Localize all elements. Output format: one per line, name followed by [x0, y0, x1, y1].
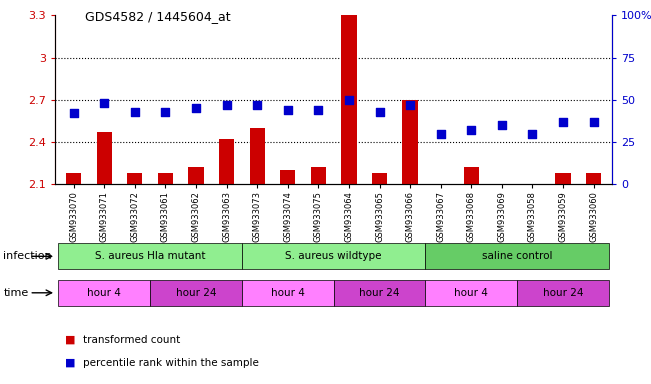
- Point: [466, 127, 477, 133]
- Point: [130, 109, 140, 115]
- Bar: [517, 280, 609, 306]
- Text: hour 24: hour 24: [176, 288, 216, 298]
- Text: ■: ■: [65, 335, 76, 345]
- Bar: [127, 173, 143, 184]
- Bar: [96, 132, 112, 184]
- Text: time: time: [3, 288, 29, 298]
- Bar: [341, 15, 357, 184]
- Bar: [372, 173, 387, 184]
- Text: infection: infection: [3, 251, 52, 262]
- Bar: [402, 100, 418, 184]
- Bar: [242, 280, 333, 306]
- Bar: [586, 173, 602, 184]
- Bar: [219, 139, 234, 184]
- Text: ■: ■: [65, 358, 76, 368]
- Bar: [311, 167, 326, 184]
- Point: [99, 100, 109, 106]
- Bar: [158, 173, 173, 184]
- Bar: [242, 243, 425, 269]
- Text: GDS4582 / 1445604_at: GDS4582 / 1445604_at: [85, 10, 230, 23]
- Text: hour 4: hour 4: [454, 288, 488, 298]
- Point: [589, 119, 599, 125]
- Bar: [425, 280, 517, 306]
- Text: percentile rank within the sample: percentile rank within the sample: [83, 358, 259, 368]
- Point: [527, 131, 538, 137]
- Bar: [464, 167, 479, 184]
- Bar: [425, 243, 609, 269]
- Point: [374, 109, 385, 115]
- Point: [252, 102, 262, 108]
- Bar: [59, 280, 150, 306]
- Bar: [555, 173, 571, 184]
- Bar: [150, 280, 242, 306]
- Point: [344, 97, 354, 103]
- Point: [68, 110, 79, 116]
- Point: [497, 122, 507, 128]
- Text: saline control: saline control: [482, 251, 553, 262]
- Point: [160, 109, 171, 115]
- Point: [283, 107, 293, 113]
- Text: hour 4: hour 4: [271, 288, 305, 298]
- Bar: [59, 243, 242, 269]
- Text: transformed count: transformed count: [83, 335, 180, 345]
- Bar: [66, 173, 81, 184]
- Bar: [280, 170, 296, 184]
- Point: [221, 102, 232, 108]
- Point: [558, 119, 568, 125]
- Text: S. aureus wildtype: S. aureus wildtype: [285, 251, 382, 262]
- Bar: [188, 167, 204, 184]
- Bar: [333, 280, 425, 306]
- Point: [191, 105, 201, 111]
- Bar: [249, 128, 265, 184]
- Text: hour 24: hour 24: [543, 288, 583, 298]
- Text: hour 24: hour 24: [359, 288, 400, 298]
- Point: [405, 102, 415, 108]
- Text: S. aureus Hla mutant: S. aureus Hla mutant: [95, 251, 206, 262]
- Point: [313, 107, 324, 113]
- Text: hour 4: hour 4: [87, 288, 121, 298]
- Point: [436, 131, 446, 137]
